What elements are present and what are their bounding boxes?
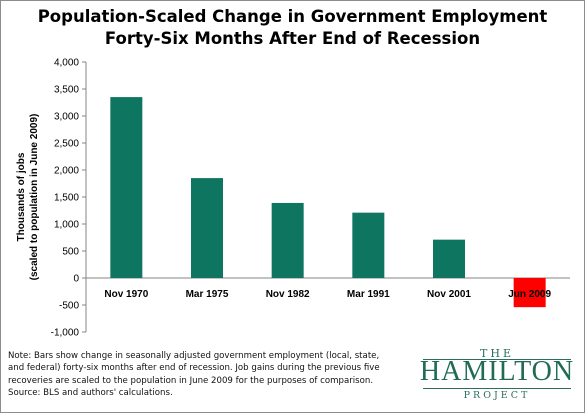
title-line-1: Population-Scaled Change in Government E… bbox=[37, 7, 548, 26]
logo-bottom-rule bbox=[423, 388, 571, 389]
x-tick-label: Mar 1991 bbox=[347, 289, 390, 300]
chart-note: Note: Bars show change in seasonally adj… bbox=[8, 350, 398, 400]
logo-top-rule bbox=[423, 359, 571, 360]
y-tick-label: -1,000 bbox=[51, 328, 80, 339]
note-line-1: Note: Bars show change in seasonally adj… bbox=[8, 351, 380, 361]
y-tick-label: 500 bbox=[62, 247, 79, 258]
x-tick-label: Nov 2001 bbox=[427, 289, 471, 300]
bar bbox=[513, 278, 546, 308]
x-tick-label: Jun 2009 bbox=[508, 289, 551, 300]
y-tick-label: 1,000 bbox=[54, 220, 79, 231]
x-tick-label: Mar 1975 bbox=[186, 289, 229, 300]
logo-project: PROJECT bbox=[463, 390, 531, 401]
title-line-2: Forty-Six Months After End of Recession bbox=[104, 29, 481, 48]
chart-title: Population-Scaled Change in Government E… bbox=[0, 6, 585, 50]
note-source: Source: BLS and authors' calculations. bbox=[8, 388, 173, 399]
y-tick-label: 3,500 bbox=[54, 85, 79, 96]
y-tick-label: -500 bbox=[59, 301, 79, 312]
y-tick-label: 4,000 bbox=[54, 58, 79, 69]
bar bbox=[352, 212, 385, 278]
bar bbox=[110, 97, 143, 278]
y-tick-label: 2,500 bbox=[54, 139, 79, 150]
y-tick-label: 3,000 bbox=[54, 112, 79, 123]
y-axis-label-sub: (scaled to population in June 2009) bbox=[29, 114, 40, 281]
y-tick-label: 0 bbox=[73, 274, 79, 285]
note-line-2: and federal) forty-six months after end … bbox=[8, 363, 380, 374]
logo-the: THE bbox=[480, 347, 514, 360]
logo-name: HAMILTON bbox=[419, 356, 575, 387]
hamilton-project-logo: THE HAMILTON PROJECT bbox=[413, 344, 581, 406]
y-tick-label: 1,500 bbox=[54, 193, 79, 204]
bar bbox=[191, 178, 223, 278]
bar bbox=[433, 239, 465, 278]
note-line-3: recoveries are scaled to the population … bbox=[8, 375, 374, 386]
bar bbox=[271, 202, 304, 278]
x-tick-label: Nov 1970 bbox=[104, 289, 148, 300]
y-tick-label: 2,000 bbox=[54, 166, 79, 177]
x-tick-label: Nov 1982 bbox=[266, 289, 310, 300]
y-axis-label: Thousands of jobs bbox=[16, 152, 27, 241]
